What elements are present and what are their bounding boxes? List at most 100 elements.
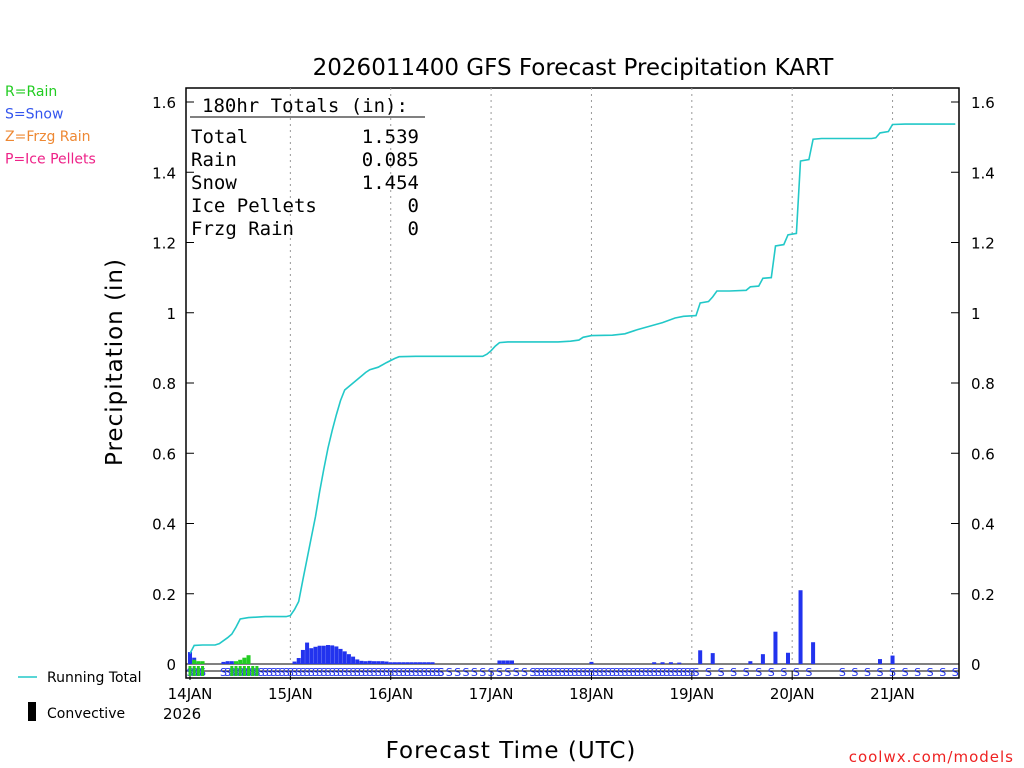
snow-type-marker: S [626,666,633,679]
snow-type-marker: S [663,666,670,679]
snow-type-marker: S [291,666,298,679]
snow-bar [773,631,778,664]
totals-header: 180hr Totals (in): [202,95,408,117]
totals-row-value: 1.454 [362,172,419,194]
snow-bar [589,661,594,664]
y-tick-label: 0 [166,656,176,674]
snow-type-marker: S [939,666,946,679]
snow-type-marker: S [851,666,858,679]
y-tick-label: 1.6 [971,94,995,112]
snow-type-marker: S [601,666,608,679]
y-tick-label: 1 [166,305,176,323]
snow-bar [342,651,347,664]
snow-type-marker: S [262,666,269,679]
snow-bar [388,662,393,664]
snow-type-marker: S [638,666,645,679]
rain-type-marker [255,666,259,676]
snow-type-marker: S [693,666,700,679]
snow-type-marker: S [279,666,286,679]
x-tick-label: 19JAN [669,685,714,703]
snow-type-marker: S [651,666,658,679]
snow-type-marker: S [224,666,231,679]
rain-type-marker [196,666,200,676]
rain-type-marker [230,666,234,676]
snow-bar [890,655,895,664]
totals-row-label: Total [191,126,248,148]
snow-type-marker: S [914,666,921,679]
chart-title: 2026011400 GFS Forecast Precipitation KA… [313,55,835,81]
snow-bar [359,660,364,664]
snow-type-marker: S [684,666,691,679]
snow-type-marker: S [371,666,378,679]
snow-bar [376,661,381,664]
snow-bar [313,646,318,664]
totals-row-label: Ice Pellets [191,195,317,217]
snow-bar [497,660,502,664]
snow-type-marker: S [580,666,587,679]
y-tick-label: 0.8 [152,375,176,393]
snow-type-marker: S [270,666,277,679]
snow-bar [334,646,339,664]
snow-type-marker: S [354,666,361,679]
year-label: 2026 [163,705,201,723]
x-axis: 14JAN 15JAN 16JAN 17JAN 18JAN 19JAN 20JAN 21JAN [168,671,915,703]
rain-bar [238,659,243,664]
snow-type-marker: S [780,666,787,679]
snow-bar [760,654,765,664]
snow-bar [296,658,301,664]
snow-type-marker: S [488,666,495,679]
snow-bar [401,662,406,664]
snow-bar [380,661,385,664]
snow-bar [509,660,515,664]
snow-bar [355,659,360,664]
rain-bar [196,661,201,664]
rain-type-marker [188,666,192,676]
snow-type-marker: S [672,666,679,679]
snow-bar [371,661,377,664]
snow-type-marker: S [617,666,624,679]
snow-type-marker: S [433,666,440,679]
snow-type-marker: S [743,666,750,679]
snow-type-marker: S [266,666,273,679]
snow-type-marker: S [718,666,725,679]
snow-type-marker: S [396,666,403,679]
x-tick-label: 20JAN [770,685,815,703]
snow-type-marker: S [283,666,290,679]
x-tick-label: 14JAN [168,685,213,703]
snow-type-marker: S [902,666,909,679]
snow-bar [405,662,410,664]
snow-type-marker: S [605,666,612,679]
type-legend-item: Z=Frzg Rain [5,129,91,145]
y-tick-label: 0.4 [971,516,995,534]
snow-type-marker: S [555,666,562,679]
snow-type-marker: S [755,666,762,679]
series-legend: Running Total Convective [18,670,142,722]
snow-type-marker: S [258,666,265,679]
snow-type-marker: S [550,666,557,679]
snow-type-marker: S [375,666,382,679]
y-tick-label: 0 [971,656,981,674]
snow-type-marker: S [730,666,737,679]
snow-type-marker: S [308,666,315,679]
rain-bar [192,659,197,664]
snow-type-marker: S [889,666,896,679]
rain-bar [242,657,247,664]
x-tick-label: 17JAN [469,685,514,703]
precip-type-markers: SS SSSSSSSSSSSSSSSSSSSSSSSSSSSSSSSSSSSSSS… [187,666,959,679]
snow-type-marker: S [333,666,340,679]
snow-bar [292,661,297,664]
snow-type-marker: S [927,666,934,679]
running-total-legend-label: Running Total [47,670,142,686]
snow-type-marker: S [680,666,687,679]
snow-type-marker: S [575,666,582,679]
snow-type-marker: S [768,666,775,679]
precip-type-legend: R=Rain S=Snow Z=Frzg Rain P=Ice Pellets [5,84,96,168]
convective-swatch [28,702,36,721]
y-tick-label: 1.4 [152,164,176,182]
snow-type-marker: S [463,666,470,679]
snow-type-marker: S [588,666,595,679]
rain-type-marker [234,666,238,676]
snow-bar [330,645,335,664]
convective-legend-label: Convective [47,706,125,722]
